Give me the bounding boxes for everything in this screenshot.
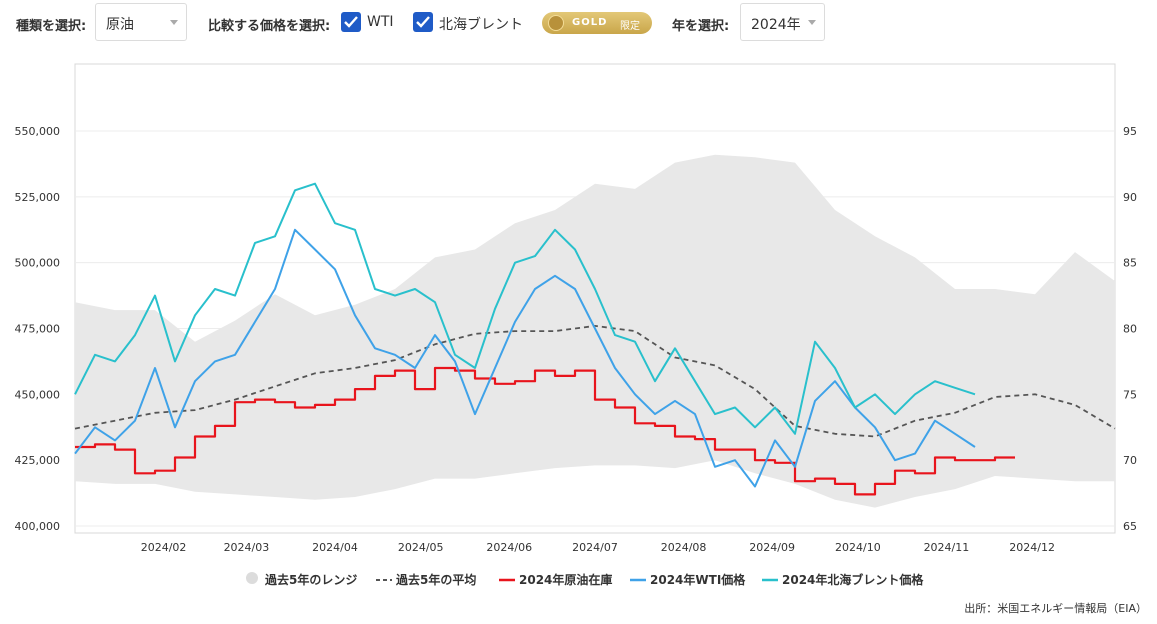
y-left-tick-label: 500,000 bbox=[15, 257, 61, 270]
source-note: 出所：米国エネルギー情報局（EIA） bbox=[964, 602, 1147, 615]
x-tick-label: 2024/10 bbox=[835, 541, 881, 554]
x-tick-label: 2024/06 bbox=[486, 541, 532, 554]
gold-coin-icon bbox=[548, 15, 564, 31]
y-right-tick-label: 80 bbox=[1123, 323, 1137, 336]
x-tick-label: 2024/09 bbox=[749, 541, 795, 554]
y-right-tick-label: 70 bbox=[1123, 454, 1137, 467]
compare-label: 比較する価格を選択: bbox=[208, 19, 331, 34]
x-tick-label: 2024/11 bbox=[924, 541, 970, 554]
legend-wti-marker bbox=[630, 578, 646, 582]
type-select[interactable]: 原油 bbox=[95, 3, 187, 41]
year-select-value: 2024年 bbox=[751, 17, 801, 33]
chart: 400,000 65 425,000 70 450,000 75 475,000 80 500,… bbox=[15, 63, 1137, 554]
chevron-down-icon bbox=[170, 20, 178, 25]
legend-label: 過去5年の平均 bbox=[396, 573, 477, 587]
y-left-tick-label: 400,000 bbox=[15, 520, 61, 533]
x-tick-label: 2024/02 bbox=[141, 541, 187, 554]
wti-checkbox-label: WTI bbox=[367, 14, 394, 30]
wti-line bbox=[74, 228, 976, 488]
legend: 過去5年のレンジ 過去5年の平均 2024年原油在庫 2024年WTI価格 20… bbox=[0, 570, 1157, 590]
legend-label: 2024年北海ブレント価格 bbox=[782, 573, 924, 587]
y-left-tick-label: 475,000 bbox=[15, 323, 61, 336]
year-label: 年を選択: bbox=[672, 19, 730, 34]
legend-brent-marker bbox=[762, 578, 778, 582]
legend-label: 2024年WTI価格 bbox=[650, 573, 746, 587]
checkmark-icon bbox=[413, 12, 433, 32]
x-tick-label: 2024/12 bbox=[1009, 541, 1055, 554]
legend-label: 2024年原油在庫 bbox=[519, 573, 613, 587]
x-tick-label: 2024/05 bbox=[398, 541, 444, 554]
y-left-tick-label: 450,000 bbox=[15, 388, 61, 401]
range-band bbox=[75, 154, 1115, 508]
gold-badge: GOLD 限定 bbox=[542, 12, 652, 34]
checkmark-icon bbox=[341, 12, 361, 32]
y-left-tick-label: 425,000 bbox=[15, 454, 61, 467]
legend-avg-marker bbox=[376, 579, 392, 581]
type-label: 種類を選択: bbox=[16, 19, 87, 34]
brent-line bbox=[74, 182, 976, 435]
gold-badge-text: GOLD bbox=[572, 17, 608, 28]
chevron-down-icon bbox=[808, 20, 816, 25]
y-right-tick-label: 95 bbox=[1123, 125, 1137, 138]
y-right-tick-label: 75 bbox=[1123, 388, 1137, 401]
x-tick-label: 2024/08 bbox=[661, 541, 707, 554]
toolbar: 種類を選択: 原油 比較する価格を選択: WTI 北海ブレント GOLD 限定 … bbox=[0, 0, 1157, 48]
brent-checkbox-label: 北海ブレント bbox=[439, 17, 523, 33]
stock-line bbox=[75, 366, 1015, 496]
gold-badge-sub: 限定 bbox=[620, 21, 640, 32]
legend-stock-marker bbox=[499, 578, 515, 582]
y-right-tick-label: 90 bbox=[1123, 191, 1137, 204]
legend-label: 過去5年のレンジ bbox=[265, 573, 358, 587]
y-right-tick-label: 85 bbox=[1123, 257, 1137, 270]
x-tick-label: 2024/03 bbox=[224, 541, 270, 554]
y-left-tick-label: 550,000 bbox=[15, 125, 61, 138]
x-tick-label: 2024/04 bbox=[312, 541, 358, 554]
x-tick-label: 2024/07 bbox=[572, 541, 618, 554]
y-right-tick-label: 65 bbox=[1123, 520, 1137, 533]
avg-line bbox=[74, 325, 1116, 438]
legend-range-marker bbox=[246, 572, 258, 584]
y-left-tick-label: 525,000 bbox=[15, 191, 61, 204]
type-select-value: 原油 bbox=[106, 17, 134, 33]
year-select[interactable]: 2024年 bbox=[740, 3, 825, 41]
